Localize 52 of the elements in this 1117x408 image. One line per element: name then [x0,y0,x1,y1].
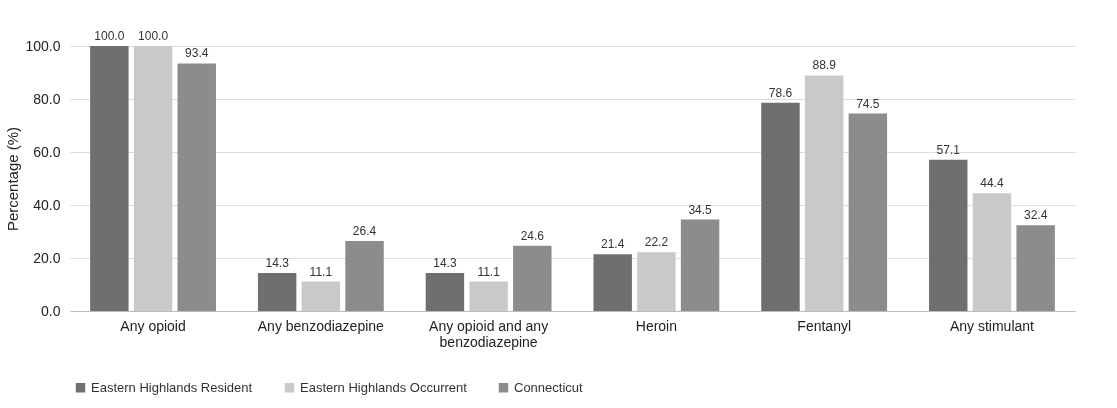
bar [972,193,1012,311]
data-label: 78.6 [768,85,793,100]
data-label: 14.3 [265,256,290,271]
data-label: 21.4 [601,237,625,252]
x-tick-label: Heroin [635,317,678,334]
y-tick-label: 0.0 [41,302,61,319]
bar [345,241,384,311]
bar [761,102,800,311]
bar [848,113,888,311]
bar [1016,225,1055,311]
x-tick-label: Any benzodiazepine [257,317,385,334]
bar [133,46,173,311]
data-label: 32.4 [1023,208,1048,223]
data-label: 26.4 [352,224,377,239]
bar [425,273,465,311]
data-label: 44.4 [980,176,1004,191]
bar [301,281,341,311]
data-label: 34.5 [688,202,713,217]
y-tick-label: 100.0 [25,37,61,54]
bar [593,254,632,311]
data-label: 14.3 [433,256,457,271]
data-label: 93.4 [185,46,209,61]
x-tick-label: Any stimulant [949,317,1035,334]
data-label: 74.5 [856,96,880,111]
bar [513,245,552,311]
x-tick-label: Any opioid [120,317,186,334]
legend-label: Eastern Highlands Occurrent [300,379,468,395]
bar [90,46,129,311]
x-tick-label: Fentanyl [797,317,852,334]
y-axis-title: Percentage (%) [4,126,22,232]
legend-label: Connecticut [514,379,584,395]
bar [929,159,968,311]
data-label: 24.6 [520,228,545,243]
data-label: 88.9 [812,58,837,73]
y-tick-label: 60.0 [33,143,61,160]
data-label: 100.0 [94,29,125,43]
data-label: 22.2 [644,235,669,250]
x-tick-label: Any opioid and any benzodiazepine [429,317,549,350]
bar [469,281,508,311]
bar [177,63,216,311]
bar [680,219,720,311]
data-label: 11.1 [477,264,501,279]
y-tick-label: 20.0 [33,249,61,266]
bar [257,273,297,311]
data-label: 11.1 [309,264,333,279]
data-label: 100.0 [138,29,169,43]
data-label: 57.1 [936,142,961,157]
bar [637,252,676,311]
bar [804,75,844,311]
legend-label: Eastern Highlands Resident [91,379,253,395]
y-tick-label: 80.0 [33,90,61,107]
y-tick-label: 40.0 [33,196,61,213]
